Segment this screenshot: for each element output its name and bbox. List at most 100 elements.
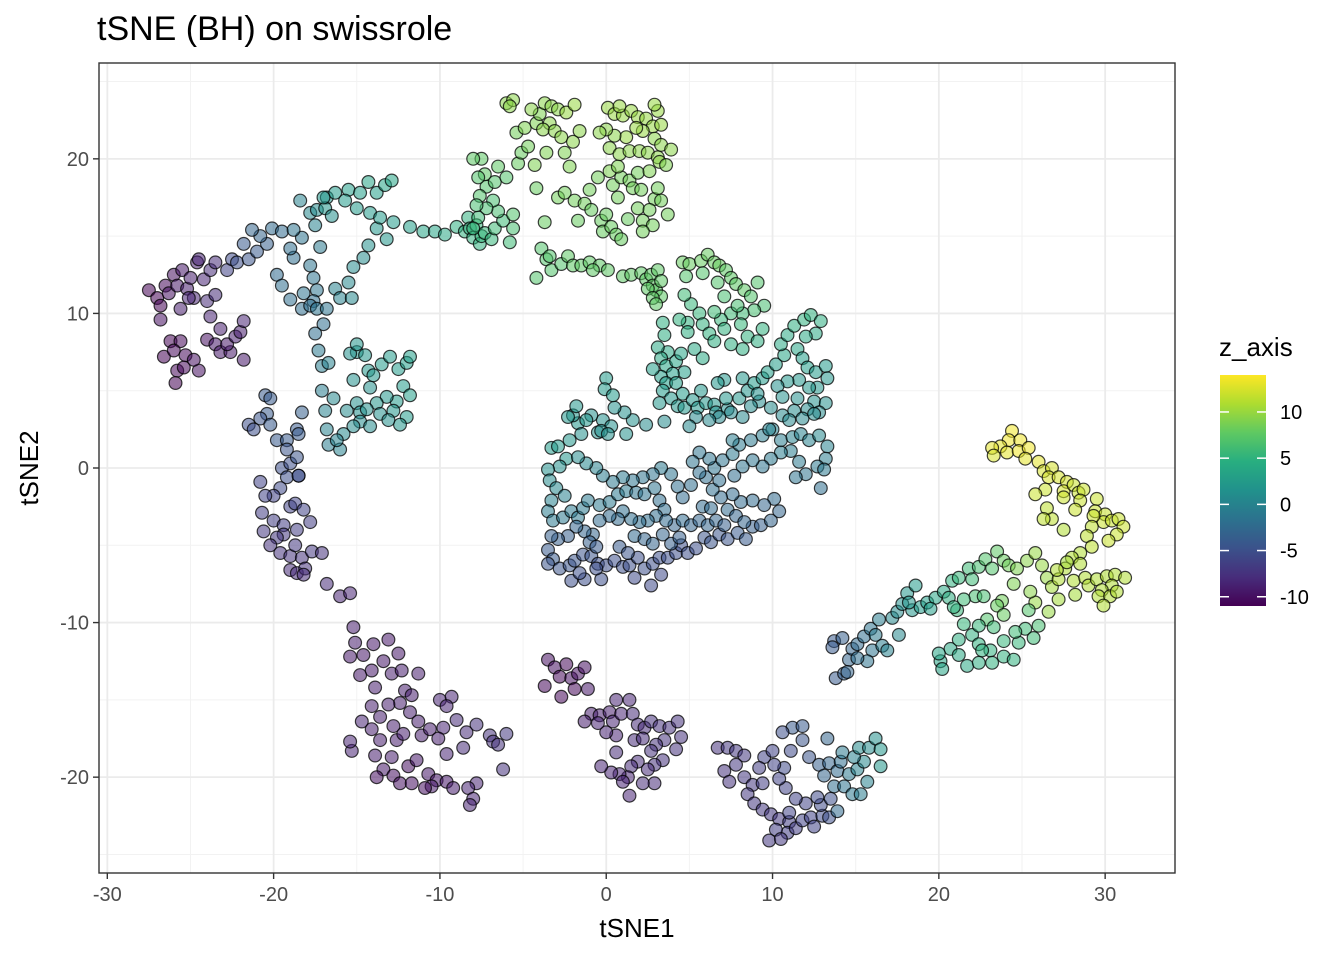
data-point xyxy=(823,791,838,806)
data-point xyxy=(1026,630,1041,645)
data-point xyxy=(750,275,765,290)
data-point xyxy=(361,238,376,253)
data-point xyxy=(642,202,657,217)
data-point xyxy=(289,522,304,537)
data-point xyxy=(314,545,329,560)
data-point xyxy=(353,185,368,200)
data-point xyxy=(647,776,662,791)
data-point xyxy=(584,202,599,217)
data-point xyxy=(655,527,670,542)
data-point xyxy=(818,396,833,411)
data-point xyxy=(807,406,822,421)
data-point xyxy=(1109,584,1124,599)
data-point xyxy=(343,586,358,601)
data-point xyxy=(743,433,758,448)
data-point xyxy=(820,731,835,746)
data-point xyxy=(562,159,577,174)
y-tick-label: 0 xyxy=(78,458,89,480)
data-point xyxy=(743,399,758,414)
data-point xyxy=(311,343,326,358)
data-point xyxy=(236,314,251,329)
data-point xyxy=(868,627,883,642)
data-point xyxy=(263,391,278,406)
data-point xyxy=(773,831,788,846)
data-point xyxy=(634,182,649,197)
data-point xyxy=(965,572,980,587)
data-point xyxy=(873,759,888,774)
data-point xyxy=(326,391,341,406)
data-point xyxy=(250,244,265,259)
data-point xyxy=(363,380,378,395)
data-point xyxy=(236,352,251,367)
data-point xyxy=(364,722,379,737)
data-point xyxy=(203,309,218,324)
data-point xyxy=(437,227,452,242)
data-point xyxy=(607,400,622,415)
data-point xyxy=(418,780,433,795)
data-point xyxy=(733,317,748,332)
data-point xyxy=(263,538,278,553)
data-point xyxy=(640,762,655,777)
data-point xyxy=(935,661,950,676)
data-point xyxy=(619,427,634,442)
data-point xyxy=(615,774,630,789)
data-point xyxy=(594,759,609,774)
data-point xyxy=(321,355,336,370)
data-point xyxy=(368,748,383,763)
data-point xyxy=(333,291,348,306)
data-point xyxy=(750,334,765,349)
data-point xyxy=(635,731,650,746)
data-point xyxy=(680,325,695,340)
data-point xyxy=(600,427,615,442)
data-point xyxy=(343,346,358,361)
data-point xyxy=(747,303,762,318)
data-point xyxy=(679,269,694,284)
data-point xyxy=(506,207,521,222)
color-legend: z_axis 10 5 0 -5 -10 xyxy=(1219,332,1309,609)
data-point xyxy=(381,632,396,647)
data-point xyxy=(153,312,168,327)
y-tick-label: -10 xyxy=(60,613,89,635)
data-point xyxy=(645,536,660,551)
data-point xyxy=(529,181,544,196)
data-point xyxy=(517,120,532,135)
data-point xyxy=(722,774,737,789)
data-point xyxy=(644,743,659,758)
data-point xyxy=(431,731,446,746)
data-point xyxy=(1021,603,1036,618)
data-point xyxy=(1073,556,1088,571)
data-point xyxy=(308,326,323,341)
data-point xyxy=(702,451,717,466)
data-point xyxy=(396,726,411,741)
data-point xyxy=(798,329,813,344)
data-point xyxy=(253,411,268,426)
data-point xyxy=(931,646,946,661)
data-point xyxy=(560,410,575,425)
data-point xyxy=(565,134,580,149)
data-point xyxy=(459,725,474,740)
data-point xyxy=(349,337,364,352)
data-point xyxy=(820,371,835,386)
data-point xyxy=(820,439,835,454)
data-point xyxy=(818,359,833,374)
data-point xyxy=(364,663,379,678)
data-point xyxy=(393,776,408,791)
data-point xyxy=(319,422,334,437)
data-point xyxy=(208,287,223,302)
data-point xyxy=(1089,491,1104,506)
data-point xyxy=(725,447,740,462)
data-point xyxy=(763,513,778,528)
data-point xyxy=(762,833,777,848)
data-point xyxy=(669,376,684,391)
data-point xyxy=(535,122,550,137)
data-point xyxy=(363,419,378,434)
data-point xyxy=(901,595,916,610)
data-point xyxy=(1008,624,1023,639)
data-point xyxy=(717,321,732,336)
data-point xyxy=(620,545,635,560)
data-point xyxy=(672,312,687,327)
data-point xyxy=(871,612,886,627)
data-point xyxy=(446,780,461,795)
data-point xyxy=(338,193,353,208)
data-point xyxy=(908,578,923,593)
